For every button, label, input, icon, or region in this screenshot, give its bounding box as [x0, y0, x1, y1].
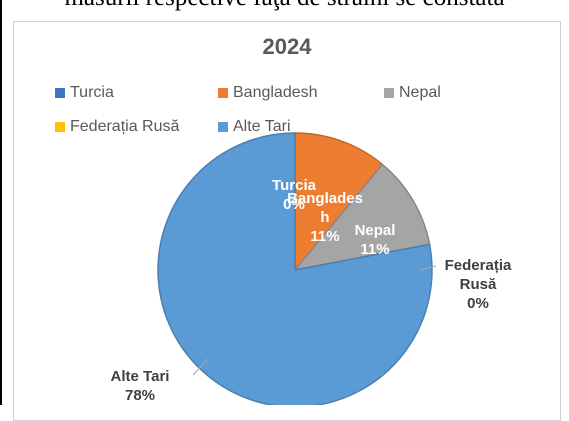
legend-item-alte-tari: Alte Tari [218, 118, 291, 136]
pie-slice-bangladesh [294, 132, 384, 273]
data-label-value: 78% [125, 387, 155, 404]
legend-item-bangladesh: Bangladesh [218, 84, 318, 102]
data-label-name: Rusă [460, 276, 497, 293]
data-label-value: 0% [283, 196, 305, 213]
data-label-value: 0% [467, 295, 489, 312]
legend-swatch [55, 88, 65, 98]
legend-label: Bangladesh [233, 84, 318, 101]
legend-label: Federația Rusă [70, 118, 180, 135]
page-edge-line [0, 0, 2, 405]
legend-swatch [218, 88, 228, 98]
data-label-name: Federația [445, 257, 512, 274]
data-label-turcia: Turcia 0% [272, 177, 317, 213]
leader-line-alte-tari [192, 358, 209, 376]
legend-item-nepal: Nepal [384, 84, 441, 102]
data-label-name: Turcia [272, 177, 317, 194]
data-label-name: h [320, 209, 329, 226]
legend-label: Alte Tari [233, 118, 291, 135]
legend-swatch [218, 122, 228, 132]
legend-swatch [55, 122, 65, 132]
legend-label: Nepal [399, 84, 441, 101]
data-label-name: Nepal [355, 222, 396, 239]
data-label-alte-tari: Alte Tari 78% [111, 368, 170, 404]
legend-swatch [384, 88, 394, 98]
data-label-bangladesh: Banglades h 11% [287, 190, 363, 245]
chart-title: 2024 [262, 34, 312, 59]
data-label-nepal: Nepal 11% [355, 222, 396, 258]
data-label-name: Banglades [287, 190, 363, 207]
data-label-federatia-rusa: Federația Rusă 0% [445, 257, 512, 312]
data-label-name: Alte Tari [111, 368, 170, 385]
pie-slice-alte-tari [157, 132, 433, 405]
legend-item-turcia: Turcia [55, 84, 114, 102]
legend-label: Turcia [70, 84, 114, 101]
leader-line-federatia-rusa [419, 265, 437, 271]
document-text-line: măsurii respective faţă de străini se co… [0, 0, 569, 12]
data-label-value: 11% [310, 228, 339, 245]
pie-slice-nepal [293, 163, 431, 272]
pie-chart: Turcia 0%Banglades h 11% Nepal 11%Federația Ru… [111, 132, 512, 405]
data-label-value: 11% [360, 241, 389, 258]
legend-item-federatia-rusa: Federația Rusă [55, 118, 179, 136]
